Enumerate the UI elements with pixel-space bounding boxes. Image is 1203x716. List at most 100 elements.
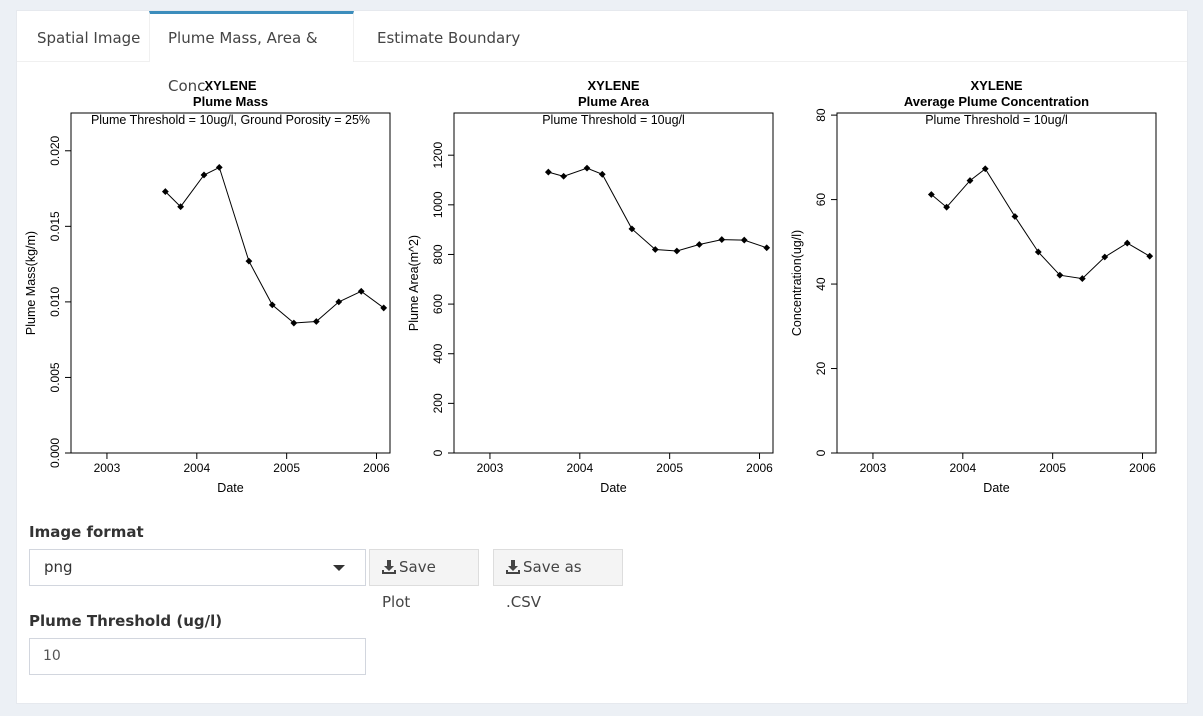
- chart-annotation: Plume Threshold = 10ug/l, Ground Porosit…: [91, 113, 370, 127]
- chart-subtitle: Plume Mass: [193, 94, 268, 109]
- series-line: [548, 167, 767, 252]
- plume-concentration-plot: XYLENE Average Plume Concentration Plume T…: [787, 77, 1171, 517]
- data-point: [357, 287, 365, 295]
- plot-frame: [453, 112, 774, 454]
- x-tick-label: 2004: [949, 461, 976, 475]
- data-point: [161, 188, 169, 195]
- y-tick-label: 80: [814, 108, 828, 122]
- y-tick-label: 1000: [431, 191, 445, 218]
- data-point: [200, 171, 208, 179]
- y-tick-label: 0: [814, 449, 828, 456]
- chart-title: XYLENE: [587, 78, 639, 93]
- data-point: [1011, 213, 1019, 220]
- download-icon: [382, 560, 396, 574]
- y-axis-label: Plume Area(m^2): [407, 235, 421, 331]
- x-tick-label: 2006: [746, 461, 773, 475]
- tab-plume-mass-area-conc[interactable]: Plume Mass, Area & Conc.: [149, 11, 354, 95]
- y-tick-label: 0.010: [48, 287, 62, 317]
- plot-frame: [836, 112, 1157, 454]
- data-point: [695, 241, 703, 248]
- data-point: [335, 298, 343, 306]
- image-format-label: Image format: [29, 523, 144, 541]
- plot-frame: [70, 112, 391, 454]
- x-tick-label: 2006: [363, 461, 390, 475]
- y-tick-label: 0.015: [48, 211, 62, 241]
- y-tick-label: 200: [431, 393, 445, 413]
- tab-spatial-image[interactable]: Spatial Image: [37, 29, 141, 47]
- data-point: [560, 172, 568, 180]
- chart-annotation: Plume Threshold = 10ug/l: [925, 113, 1068, 127]
- chart-title: XYLENE: [970, 78, 1022, 93]
- data-point: [1123, 239, 1131, 247]
- chart-annotation: Plume Threshold = 10ug/l: [542, 113, 685, 127]
- plume-mass-plot: XYLENE Plume Mass Plume Threshold = 10ug/l…: [21, 77, 405, 517]
- y-tick-label: 800: [431, 244, 445, 264]
- data-point: [651, 246, 659, 253]
- x-tick-label: 2004: [183, 461, 210, 475]
- y-tick-label: 400: [431, 343, 445, 363]
- y-tick-label: 0: [431, 449, 445, 456]
- chart-title: XYLENE: [204, 78, 256, 93]
- x-tick-label: 2005: [273, 461, 300, 475]
- data-point: [290, 319, 298, 327]
- data-point: [981, 165, 989, 173]
- x-tick-label: 2003: [94, 461, 121, 475]
- image-format-select[interactable]: png: [29, 549, 366, 586]
- y-tick-label: 0.005: [48, 362, 62, 392]
- save-csv-button[interactable]: Save as .CSV: [493, 549, 623, 611]
- data-point: [268, 301, 276, 309]
- tab-bar: Spatial Image Plume Mass, Area & Conc. E…: [17, 11, 1187, 95]
- y-tick-label: 60: [814, 193, 828, 207]
- chart-subtitle: Average Plume Concentration: [904, 94, 1089, 109]
- data-point: [245, 257, 253, 265]
- y-tick-label: 0.000: [48, 438, 62, 468]
- data-point: [598, 170, 606, 178]
- data-point: [1146, 252, 1154, 260]
- y-axis-label: Plume Mass(kg/m): [24, 231, 38, 335]
- plume-area-plot: XYLENE Plume Area Plume Threshold = 10ug/l…: [404, 77, 788, 517]
- data-point: [763, 244, 771, 252]
- data-point: [1078, 275, 1086, 282]
- x-tick-label: 2004: [566, 461, 593, 475]
- data-point: [380, 304, 388, 312]
- data-point: [177, 203, 185, 211]
- save-csv-label: Save as .CSV: [506, 558, 582, 611]
- y-axis-label: Concentration(ug/l): [790, 230, 804, 336]
- tab-panel: Spatial Image Plume Mass, Area & Conc. E…: [16, 10, 1188, 704]
- data-point: [943, 203, 951, 211]
- x-axis-label: Date: [983, 481, 1009, 495]
- data-point: [583, 164, 591, 172]
- y-tick-label: 0.020: [48, 135, 62, 165]
- plume-threshold-input[interactable]: 10: [29, 638, 366, 675]
- x-tick-label: 2003: [860, 461, 887, 475]
- data-point: [215, 164, 223, 171]
- tab-estimate-boundary[interactable]: Estimate Boundary: [377, 29, 521, 47]
- download-icon: [506, 560, 520, 574]
- data-point: [966, 177, 974, 184]
- y-tick-label: 20: [814, 362, 828, 376]
- data-point: [718, 236, 726, 243]
- data-point: [740, 236, 748, 244]
- x-tick-label: 2005: [1039, 461, 1066, 475]
- x-tick-label: 2005: [656, 461, 683, 475]
- data-point: [628, 225, 636, 233]
- save-plot-label: Save Plot: [382, 558, 436, 611]
- series-line: [165, 166, 384, 324]
- data-point: [312, 318, 320, 325]
- chevron-down-icon: [333, 565, 345, 571]
- y-tick-label: 600: [431, 294, 445, 314]
- plume-threshold-label: Plume Threshold (ug/l): [29, 612, 223, 630]
- chart-subtitle: Plume Area: [578, 94, 650, 109]
- save-plot-button[interactable]: Save Plot: [369, 549, 479, 611]
- x-tick-label: 2003: [477, 461, 504, 475]
- data-point: [673, 247, 681, 255]
- x-axis-label: Date: [600, 481, 626, 495]
- data-point: [1101, 253, 1109, 261]
- x-tick-label: 2006: [1129, 461, 1156, 475]
- y-tick-label: 40: [814, 277, 828, 291]
- data-point: [544, 168, 552, 176]
- x-axis-label: Date: [217, 481, 243, 495]
- series-line: [931, 168, 1150, 280]
